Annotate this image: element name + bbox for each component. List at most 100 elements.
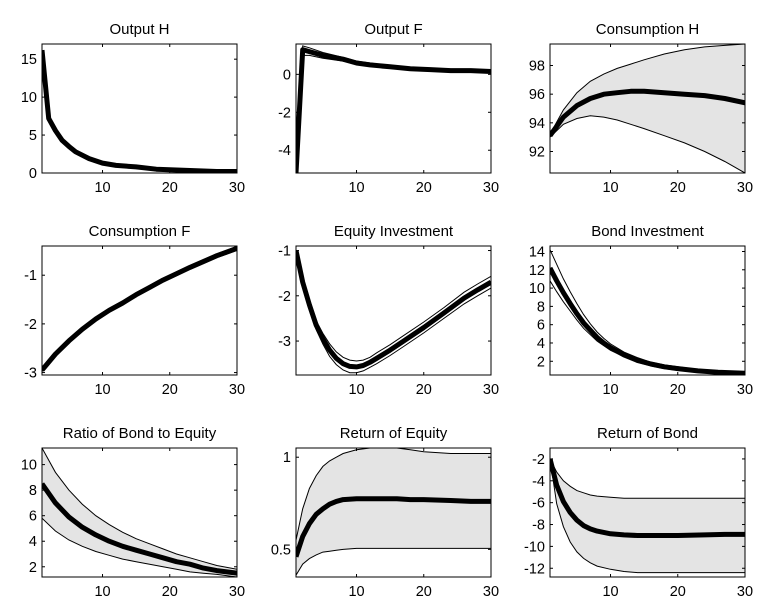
plot-area [296,448,491,576]
y-tick-label: 0.5 [271,542,291,558]
mean-response-line [550,458,745,538]
y-tick-label: 1 [283,450,291,466]
axes-box [41,447,238,578]
x-tick-label: 30 [483,584,499,600]
x-tick-label: 30 [737,180,753,196]
mean-response-line [42,246,237,372]
y-tick-label: -12 [524,561,545,577]
axes-box [41,43,238,174]
x-tick-label: 20 [670,382,686,398]
axes-box [41,245,238,376]
y-tick-label: -1 [278,244,291,260]
plot-area [42,448,237,577]
subplot-6: 10 20 30 2 4 6 8 10 12 14 Bond Investment [529,223,753,398]
y-tick-label: -3 [24,366,37,382]
y-tick-label: -2 [278,105,291,121]
x-tick-label: 30 [483,382,499,398]
x-tick-label: 10 [602,180,618,196]
upper-bound-line [42,448,237,570]
y-tick-label: 4 [29,534,37,550]
y-tick-label: 2 [29,560,37,576]
axes-box [549,245,746,376]
y-tick-label: 8 [537,299,545,315]
x-tick-label: 10 [348,382,364,398]
confidence-band [550,458,745,573]
x-tick-label: 20 [416,584,432,600]
x-tick-label: 20 [162,382,178,398]
upper-bound-line [42,246,237,370]
x-tick-label: 20 [416,180,432,196]
mean-response-line [42,49,237,173]
x-tick-label: 10 [602,584,618,600]
y-tick-label: 4 [537,336,545,352]
y-tick-label: 94 [529,116,545,132]
y-tick-label: -2 [278,289,291,305]
lower-bound-line [42,517,237,577]
axes-box [549,43,746,174]
x-tick-label: 10 [94,180,110,196]
confidence-band [550,44,745,173]
y-tick-label: -3 [278,334,291,350]
x-tick-label: 10 [94,382,110,398]
plot-area [550,249,745,375]
y-tick-label: -2 [532,452,545,468]
x-tick-label: 10 [348,180,364,196]
subplot-8: 10 20 30 0.5 1 Return of Equity [271,425,499,600]
y-tick-label: 10 [21,90,37,106]
upper-bound-line [550,44,745,135]
x-tick-label: 30 [483,180,499,196]
y-tick-label: -1 [24,268,37,284]
mean-response-line [296,47,491,173]
axes-box [295,447,492,578]
confidence-band [42,448,237,577]
axes-box [295,245,492,376]
y-tick-label: 0 [29,166,37,182]
subplot-1: 10 20 30 0 5 10 15 Output H [21,21,245,196]
y-tick-label: 98 [529,59,545,75]
y-tick-label: 14 [529,244,545,260]
subplot-title: Equity Investment [334,223,454,240]
y-tick-label: 92 [529,145,545,161]
x-tick-label: 10 [348,584,364,600]
y-tick-label: 12 [529,263,545,279]
x-tick-label: 20 [670,584,686,600]
mean-response-line [296,249,491,370]
x-tick-label: 30 [229,180,245,196]
y-tick-label: 5 [29,128,37,144]
subplot-title: Output H [109,21,169,38]
lower-bound-line [296,250,491,374]
y-tick-label: -8 [532,518,545,534]
x-tick-label: 30 [737,584,753,600]
upper-bound-line [550,249,745,373]
mean-response-line [42,482,237,576]
x-tick-label: 20 [162,180,178,196]
y-tick-label: 0 [283,67,291,83]
lower-bound-line [550,458,745,574]
x-tick-label: 20 [162,584,178,600]
y-tick-label: -6 [532,496,545,512]
mean-response-line [550,266,745,375]
x-tick-label: 20 [670,180,686,196]
axes-box [549,447,746,578]
x-tick-label: 10 [94,584,110,600]
plot-area [550,44,745,173]
x-tick-label: 10 [602,382,618,398]
y-tick-label: 2 [537,354,545,370]
mean-response-line [296,496,491,558]
subplot-title: Return of Equity [340,425,448,442]
plot-area [296,249,491,374]
x-tick-label: 30 [737,382,753,398]
subplot-title: Consumption F [89,223,191,240]
upper-bound-line [550,458,745,499]
plot-area [42,246,237,372]
x-tick-label: 30 [229,382,245,398]
lower-bound-line [550,115,745,173]
lower-bound-line [42,249,237,372]
y-tick-label: -10 [524,539,545,555]
subplot-4: 10 20 30 -3 -2 -1 Consumption F [24,223,245,398]
subplot-2: 10 20 30 -4 -2 0 Output F [278,21,499,196]
x-tick-label: 20 [416,382,432,398]
plot-area [550,458,745,574]
y-tick-label: 6 [537,318,545,334]
